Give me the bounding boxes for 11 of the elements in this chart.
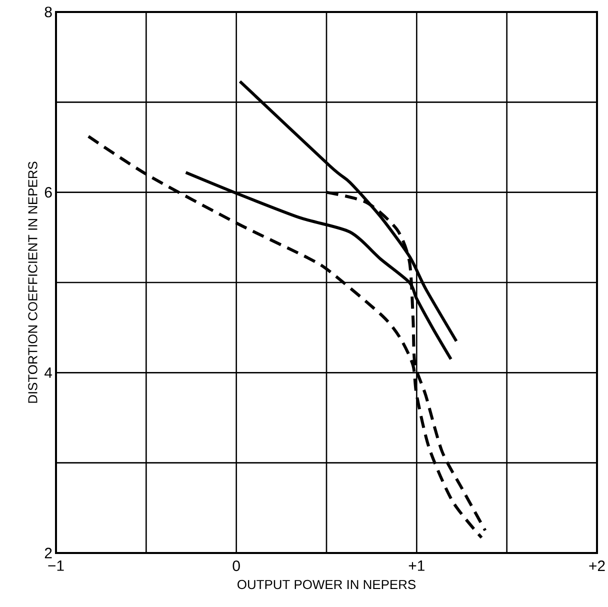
x-tick-label: +2 [589,560,605,571]
y-tick-label: 2 [44,548,52,558]
y-tick-label: 4 [44,368,52,378]
y-axis-title: DISTORTION COEFFICIENT IN NEPERS [28,162,38,403]
x-axis-title: OUTPUT POWER IN NEPERS [238,580,416,590]
line-series [86,134,484,540]
x-tick-label: −1 [48,560,64,571]
y-tick-label: 6 [44,187,52,198]
x-tick-label: 0 [232,560,240,572]
y-tick-label: 8 [44,6,52,18]
x-tick-label: +1 [408,560,424,571]
